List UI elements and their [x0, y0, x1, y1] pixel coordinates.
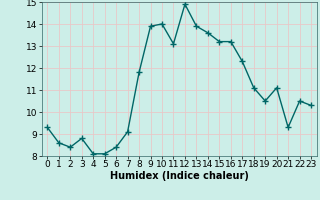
X-axis label: Humidex (Indice chaleur): Humidex (Indice chaleur): [110, 171, 249, 181]
